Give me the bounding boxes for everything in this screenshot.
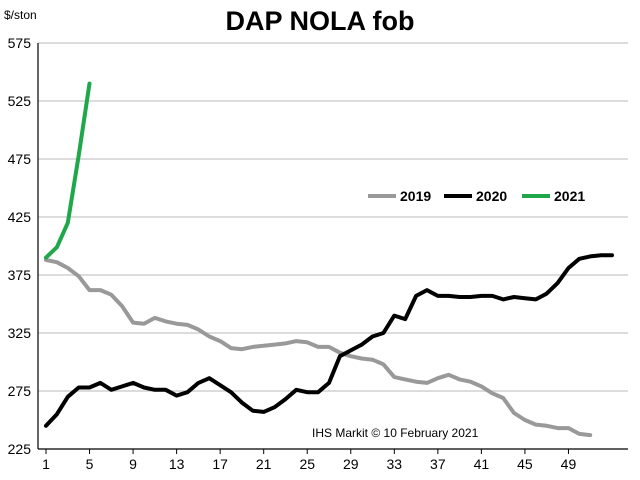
series-line-2021 [44, 81, 92, 260]
y-tick-label: 475 [8, 151, 32, 167]
series-line-2020 [44, 253, 614, 428]
y-axis-unit-label: $/ston [4, 8, 37, 22]
axes [37, 43, 628, 454]
legend: 2019 2020 2021 [368, 188, 585, 204]
y-tick-label: 525 [8, 93, 32, 109]
y-tick-label: 225 [8, 441, 32, 457]
series-line-2019 [44, 257, 593, 438]
legend-label-2019: 2019 [400, 188, 431, 204]
x-tick-label: 41 [474, 456, 490, 472]
x-tick-label: 9 [129, 456, 137, 472]
legend-label-2021: 2021 [554, 188, 585, 204]
chart-title: DAP NOLA fob [225, 6, 415, 36]
x-tick-label: 21 [256, 456, 272, 472]
x-tick-label: 37 [430, 456, 446, 472]
x-tick-label: 13 [169, 456, 185, 472]
source-annotation: IHS Markit © 10 February 2021 [312, 426, 479, 440]
y-tick-label: 575 [8, 35, 32, 51]
gridlines [38, 42, 628, 392]
y-tick-labels: 225 275 325 375 425 475 525 575 [8, 35, 32, 457]
x-tick-label: 45 [517, 456, 533, 472]
x-tick-label: 5 [86, 456, 94, 472]
y-tick-label: 275 [8, 383, 32, 399]
x-tick-label: 17 [212, 456, 228, 472]
y-tick-label: 425 [8, 209, 32, 225]
series-lines [44, 81, 614, 438]
y-tick-label: 325 [8, 325, 32, 341]
x-tick-label: 49 [561, 456, 577, 472]
x-tick-label: 1 [42, 456, 50, 472]
x-tick-label: 25 [299, 456, 315, 472]
legend-label-2020: 2020 [476, 188, 507, 204]
x-tick-label: 33 [387, 456, 403, 472]
y-tick-label: 375 [8, 267, 32, 283]
x-tick-label: 29 [343, 456, 359, 472]
x-tick-labels: 1 5 9 13 17 21 25 29 33 37 41 45 49 [42, 456, 576, 472]
